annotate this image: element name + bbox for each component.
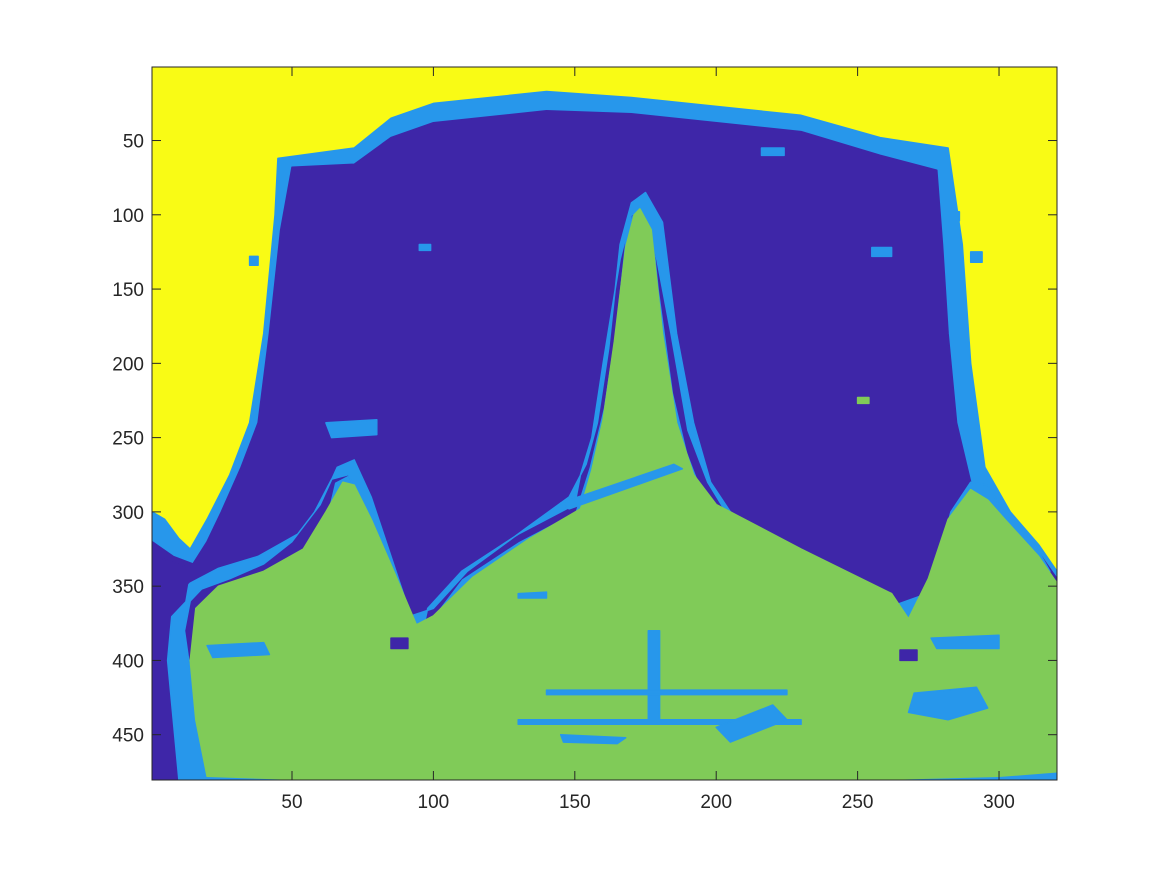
y-tick-label: 150	[112, 280, 144, 301]
y-tick-label: 350	[112, 577, 144, 598]
region-class-1-2	[152, 110, 1057, 780]
region-class-1-17	[899, 649, 918, 662]
x-axis: 50 100 150 200 250 300	[281, 67, 1015, 813]
region-class-2-8	[647, 629, 661, 721]
region-class-2-24	[248, 255, 259, 267]
x-tick-label: 100	[418, 792, 450, 813]
region-class-2-5	[559, 463, 684, 510]
region-class-2-12	[559, 733, 627, 745]
region-class-2-21	[969, 251, 983, 264]
region-class-2-23	[418, 243, 432, 252]
region-class-3-25	[856, 396, 870, 405]
region-class-2-7	[907, 686, 989, 721]
y-tick-label: 200	[112, 354, 144, 375]
region-class-2-22	[760, 147, 785, 157]
region-class-2-6	[325, 419, 378, 439]
region-class-2-20	[941, 211, 961, 222]
y-tick-label: 300	[112, 503, 144, 524]
y-axis: 50 100 150 200 250 300 350 400 450	[112, 132, 1057, 747]
y-tick-label: 400	[112, 651, 144, 672]
x-tick-label: 200	[700, 792, 732, 813]
x-tick-label: 250	[842, 792, 874, 813]
x-tick-label: 150	[559, 792, 591, 813]
x-tick-label: 300	[983, 792, 1015, 813]
y-tick-label: 450	[112, 726, 144, 747]
region-class-2-9	[545, 689, 788, 696]
region-class-3-4	[189, 208, 1057, 780]
region-class-2-19	[871, 246, 893, 258]
region-class-1-16	[390, 637, 409, 650]
region-class-2-13	[517, 591, 548, 599]
y-tick-label: 50	[123, 132, 144, 153]
x-tick-label: 50	[281, 792, 302, 813]
region-class-2-14	[206, 641, 271, 659]
y-tick-label: 100	[112, 206, 144, 227]
image-regions	[152, 67, 1057, 780]
region-class-1-18	[155, 555, 191, 620]
plot-area	[151, 66, 1058, 781]
y-tick-label: 250	[112, 429, 144, 450]
region-class-2-15	[930, 634, 1000, 650]
axes-box	[151, 66, 1058, 781]
region-class-2-11	[715, 704, 788, 743]
